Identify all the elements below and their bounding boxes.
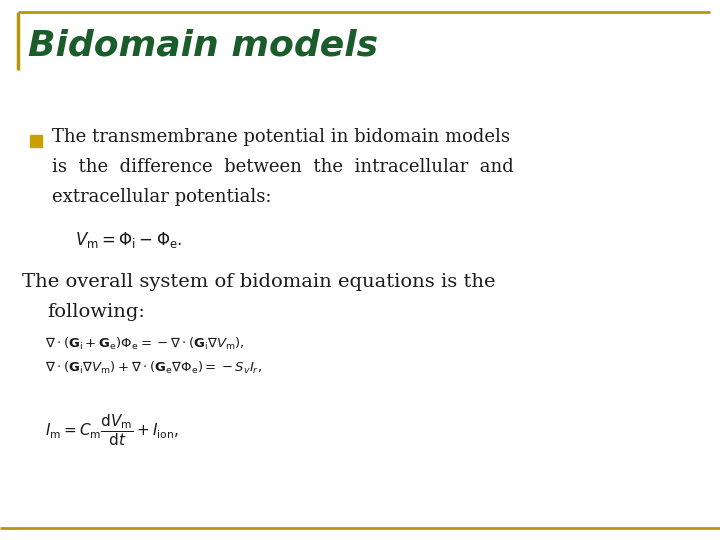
Text: $V_{\mathrm{m}} = \Phi_{\mathrm{i}} - \Phi_{\mathrm{e}}.$: $V_{\mathrm{m}} = \Phi_{\mathrm{i}} - \P… <box>75 230 182 250</box>
Bar <box>30 135 42 147</box>
Text: $\nabla \cdot (\mathbf{G}_{\mathrm{i}} + \mathbf{G}_{\mathrm{e}})\Phi_{\mathrm{e: $\nabla \cdot (\mathbf{G}_{\mathrm{i}} +… <box>45 336 245 352</box>
Text: The overall system of bidomain equations is the: The overall system of bidomain equations… <box>22 273 495 291</box>
Text: extracellular potentials:: extracellular potentials: <box>52 188 271 206</box>
Text: $\nabla \cdot (\mathbf{G}_{\mathrm{i}} \nabla V_{\mathrm{m}}) + \nabla \cdot (\m: $\nabla \cdot (\mathbf{G}_{\mathrm{i}} \… <box>45 360 262 376</box>
Text: is  the  difference  between  the  intracellular  and: is the difference between the intracellu… <box>52 158 514 176</box>
Text: The transmembrane potential in bidomain models: The transmembrane potential in bidomain … <box>52 128 510 146</box>
Text: $I_{\mathrm{m}} = C_{\mathrm{m}} \dfrac{\mathrm{d}V_{\mathrm{m}}}{\mathrm{d}t} +: $I_{\mathrm{m}} = C_{\mathrm{m}} \dfrac{… <box>45 412 179 448</box>
Text: following:: following: <box>47 303 145 321</box>
Text: Bidomain models: Bidomain models <box>28 28 378 62</box>
